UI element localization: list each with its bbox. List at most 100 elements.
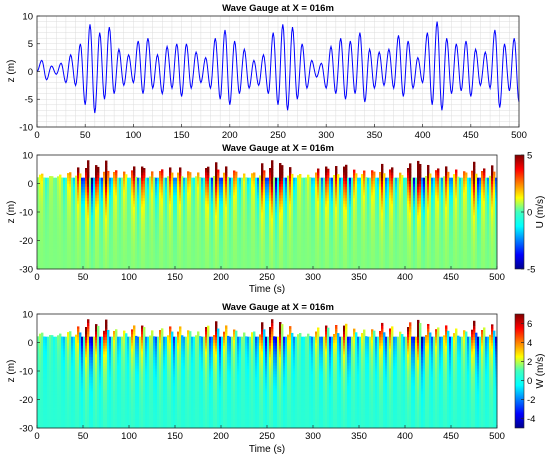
field-cell: [113, 171, 116, 173]
field-cell: [39, 240, 42, 244]
field-cell: [127, 223, 130, 227]
field-cell: [181, 197, 184, 201]
field-cell: [69, 263, 72, 267]
field-cell: [117, 254, 120, 258]
field-cell: [71, 214, 74, 219]
field-cell: [183, 231, 186, 236]
field-cell: [67, 200, 70, 204]
field-cell: [81, 246, 84, 250]
field-cell: [181, 206, 184, 210]
field-cell: [173, 237, 176, 241]
field-cell: [91, 189, 94, 193]
field-cell: [133, 174, 136, 179]
field-cell: [171, 220, 174, 224]
field-cell: [179, 174, 182, 179]
field-cell: [45, 229, 48, 233]
field-cell: [97, 214, 100, 219]
field-cell: [133, 166, 136, 170]
field-cell: [189, 237, 192, 241]
field-cell: [161, 249, 164, 253]
field-cell: [135, 192, 138, 196]
field-cell: [195, 254, 198, 258]
field-cell: [205, 249, 208, 253]
field-cell: [161, 169, 164, 173]
field-cell: [165, 214, 168, 219]
field-cell: [189, 203, 192, 207]
field-cell: [205, 203, 208, 207]
field-cell: [133, 189, 136, 193]
field-cell: [95, 251, 98, 256]
field-cell: [131, 246, 134, 250]
field-cell: [197, 234, 200, 239]
field-cell: [47, 189, 50, 193]
field-cell: [177, 192, 180, 196]
field-cell: [57, 263, 60, 267]
field-cell: [211, 194, 214, 199]
field-cell: [203, 231, 206, 236]
field-cell: [181, 203, 184, 207]
field-cell: [51, 266, 54, 270]
field-cell: [37, 177, 40, 182]
field-cell: [155, 206, 158, 210]
field-cell: [169, 214, 172, 219]
field-cell: [51, 246, 54, 250]
field-cell: [167, 263, 170, 267]
field-cell: [43, 197, 46, 201]
field-cell: [97, 186, 100, 190]
field-cell: [143, 249, 146, 253]
field-cell: [101, 263, 104, 267]
field-cell: [73, 214, 76, 219]
field-cell: [147, 192, 150, 196]
field-cell: [45, 240, 48, 244]
field-cell: [41, 203, 44, 207]
field-cell: [99, 209, 102, 213]
field-cell: [119, 186, 122, 190]
field-cell: [155, 189, 158, 193]
field-cell: [117, 243, 120, 247]
field-cell: [49, 240, 52, 244]
field-cell: [139, 220, 142, 224]
field-cell: [115, 243, 118, 247]
field-cell: [165, 197, 168, 201]
field-cell: [91, 194, 94, 199]
field-cell: [55, 194, 58, 199]
field-cell: [41, 177, 44, 182]
field-cell: [143, 229, 146, 233]
field-cell: [63, 260, 66, 264]
field-cell: [183, 183, 186, 187]
field-cell: [177, 246, 180, 250]
field-cell: [145, 183, 148, 187]
field-cell: [135, 186, 138, 190]
field-cell: [111, 186, 114, 190]
field-cell: [87, 220, 90, 224]
field-cell: [147, 214, 150, 219]
field-cell: [169, 169, 172, 173]
field-cell: [87, 194, 90, 199]
field-cell: [79, 212, 82, 216]
field-cell: [171, 237, 174, 241]
field-cell: [153, 206, 156, 210]
field-cell: [123, 186, 126, 190]
field-cell: [139, 186, 142, 190]
field-cell: [89, 231, 92, 236]
field-cell: [143, 266, 146, 270]
field-cell: [61, 260, 64, 264]
field-cell: [171, 180, 174, 184]
field-cell: [101, 220, 104, 224]
field-cell: [85, 223, 88, 227]
field-cell: [175, 194, 178, 199]
field-cell: [125, 243, 128, 247]
field-cell: [89, 180, 92, 184]
field-cell: [71, 257, 74, 261]
field-cell: [211, 186, 214, 190]
field-cell: [195, 263, 198, 267]
field-cell: [107, 257, 110, 261]
field-cell: [211, 266, 214, 270]
field-cell: [139, 231, 142, 236]
field-cell: [97, 246, 100, 250]
field-cell: [79, 243, 82, 247]
field-cell: [37, 220, 40, 224]
field-cell: [67, 217, 70, 221]
field-cell: [161, 194, 164, 199]
field-cell: [131, 266, 134, 270]
